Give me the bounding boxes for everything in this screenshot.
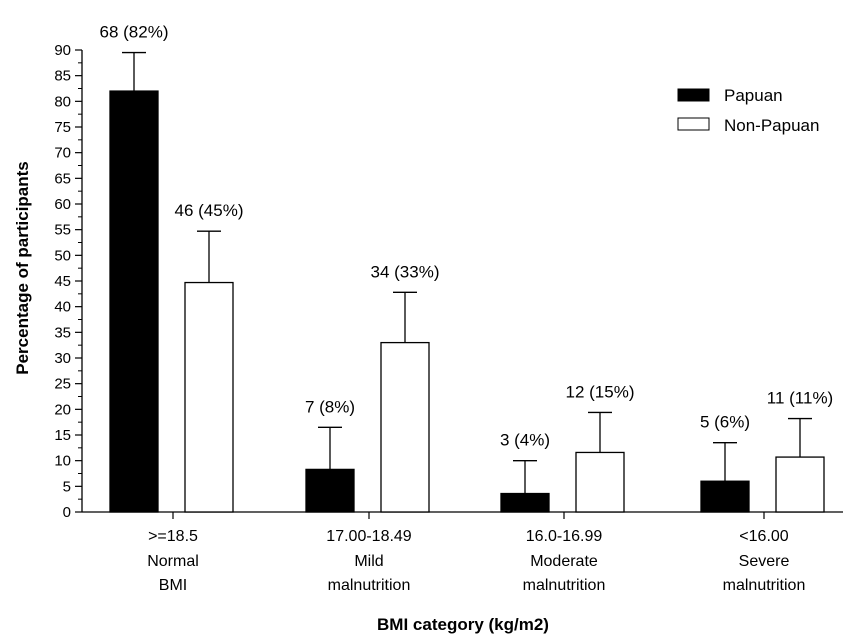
y-tick-label: 20 [54,401,71,418]
y-tick-label: 35 [54,324,71,341]
y-tick-label: 90 [54,42,71,59]
y-tick-label: 75 [54,119,71,136]
bar-papuan [500,492,550,513]
y-axis-title: Percentage of participants [13,161,32,375]
bar-non-papuan [380,341,430,513]
bars [109,51,825,513]
y-tick-label: 85 [54,68,71,85]
bar-label-papuan: 5 (6%) [700,413,750,432]
y-tick-label: 10 [54,453,71,470]
x-axis [82,511,843,519]
category-labels: >=18.5 Normal BMI 17.00-18.49 Mild malnutriti… [147,528,805,594]
legend-swatch-papuan [677,88,710,102]
y-tick-label: 0 [63,504,71,521]
bar-papuan [305,468,355,513]
bar-label-papuan: 68 (82%) [100,23,169,42]
category-name-label: malnutrition [328,577,411,594]
category-name-label: Mild [354,553,383,570]
category-range-label: <16.00 [739,528,788,545]
bar-papuan [700,480,750,513]
bar-label-papuan: 3 (4%) [500,431,550,450]
category-name-label: BMI [159,577,187,594]
y-tick-label: 65 [54,170,71,187]
y-axis: 0 5 10 15 20 25 30 35 40 45 50 55 60 65 70 75 80 85 90 [54,42,83,521]
y-tick-label: 80 [54,93,71,110]
y-tick-label: 55 [54,222,71,239]
category-range-label: >=18.5 [148,528,198,545]
bar-non-papuan [775,456,825,513]
y-tick-label: 50 [54,247,71,264]
category-range-label: 17.00-18.49 [326,528,412,545]
legend-swatch-non-papuan [677,117,710,131]
y-tick-label: 5 [63,478,71,495]
bar-value-labels: 68 (82%) 7 (8%) 3 (4%) 5 (6%) 46 (45%) 34 (33… [100,23,834,450]
y-tick-label: 30 [54,350,71,367]
category-name-label: malnutrition [523,577,606,594]
category-name-label: Severe [739,553,790,570]
bar-label-non-papuan: 12 (15%) [566,382,635,401]
y-tick-label: 45 [54,273,71,290]
bar-non-papuan [575,451,625,513]
bar-label-non-papuan: 11 (11%) [767,389,833,408]
bar-label-papuan: 7 (8%) [305,397,355,416]
legend: Papuan Non-Papuan [677,86,819,135]
bar-label-non-papuan: 34 (33%) [371,262,440,281]
legend-label-non-papuan: Non-Papuan [724,116,819,135]
bar-label-non-papuan: 46 (45%) [175,201,244,220]
category-name-label: Normal [147,553,199,570]
bar-papuan [109,90,159,513]
y-tick-label: 15 [54,427,71,444]
y-tick-label: 70 [54,145,71,162]
category-name-label: Moderate [530,553,598,570]
x-axis-title: BMI category (kg/m2) [377,615,549,634]
category-range-label: 16.0-16.99 [526,528,603,545]
legend-label-papuan: Papuan [724,86,783,105]
category-name-label: malnutrition [723,577,806,594]
y-tick-label: 60 [54,196,71,213]
y-tick-label: 25 [54,376,71,393]
bar-non-papuan [184,281,234,513]
y-tick-label: 40 [54,299,71,316]
